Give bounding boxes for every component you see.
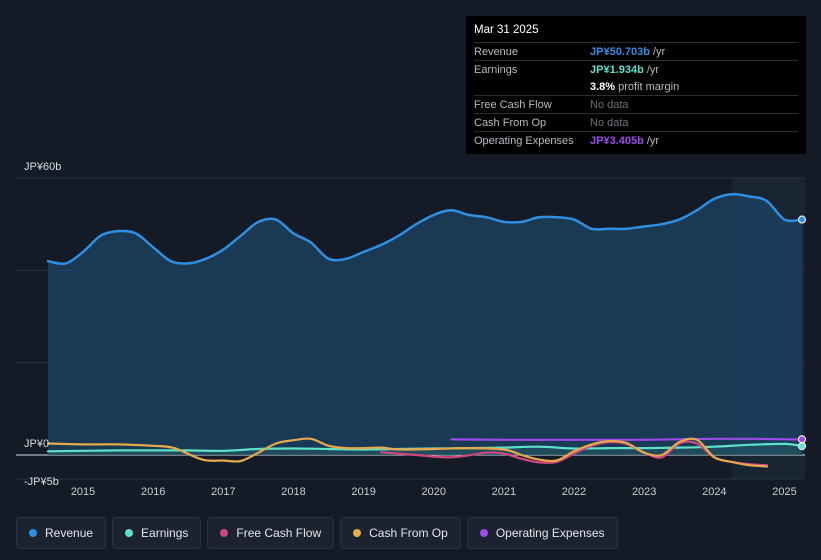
opex-end-point — [798, 435, 806, 444]
legend-item-revenue[interactable]: Revenue — [16, 517, 107, 549]
x-tick-label: 2021 — [492, 486, 516, 498]
cfo-dot-icon — [353, 529, 362, 537]
tooltip-label: Earnings — [474, 63, 518, 76]
tooltip-value-cfo: No data — [590, 116, 629, 129]
tooltip-label: Free Cash Flow — [474, 98, 552, 111]
revenue-end-point — [798, 215, 806, 224]
legend-item-earnings[interactable]: Earnings — [112, 517, 202, 549]
tooltip-row-cfo: Cash From Op No data — [474, 113, 798, 131]
fcf-dot-icon — [220, 529, 229, 537]
x-tick-label: 2024 — [702, 486, 726, 498]
legend-label: Revenue — [45, 526, 94, 540]
y-tick-label: JP¥60b — [24, 161, 61, 173]
legend-item-cfo[interactable]: Cash From Op — [340, 517, 461, 549]
legend: Revenue Earnings Free Cash Flow Cash Fro… — [16, 517, 618, 549]
y-tick-label: JP¥0 — [24, 438, 49, 450]
revenue-area — [48, 194, 802, 455]
earnings-dot-icon — [125, 529, 134, 537]
tooltip-value-opex: JP¥3.405b — [590, 134, 644, 147]
series-layer — [46, 192, 806, 468]
tooltip-row-revenue: Revenue JP¥50.703b /yr — [474, 42, 798, 60]
x-tick-label: 2015 — [71, 486, 95, 498]
chart: 2015 2016 2017 2018 2019 2020 2021 2022 2023 2024… — [16, 161, 806, 498]
tooltip-label: Revenue — [474, 45, 519, 58]
tooltip-value-margin: 3.8% — [590, 80, 616, 93]
tooltip-unit: /yr — [646, 134, 660, 147]
x-tick-label: 2025 — [772, 486, 796, 498]
legend-label: Free Cash Flow — [236, 526, 322, 540]
tooltip-row-margin: 3.8% profit margin — [474, 78, 798, 95]
tooltip-unit: /yr — [652, 45, 666, 58]
opex-dot-icon — [479, 529, 488, 537]
x-tick-label: 2016 — [141, 486, 165, 498]
x-tick-label: 2020 — [422, 486, 446, 498]
tooltip-value-fcf: No data — [590, 98, 629, 111]
earnings-end-point — [798, 442, 806, 451]
tooltip-panel: Mar 31 2025 Revenue JP¥50.703b /yr Earni… — [466, 16, 806, 154]
x-tick-label: 2018 — [281, 486, 305, 498]
legend-label: Operating Expenses — [495, 526, 605, 540]
x-tick-label: 2017 — [211, 486, 235, 498]
legend-label: Cash From Op — [369, 526, 448, 540]
tooltip-label: Operating Expenses — [474, 134, 574, 147]
y-axis: JP¥60b JP¥0 -JP¥5b — [24, 161, 61, 488]
x-tick-label: 2022 — [562, 486, 586, 498]
tooltip-unit: profit margin — [618, 80, 680, 93]
tooltip-row-opex: Operating Expenses JP¥3.405b /yr — [474, 131, 798, 149]
y-tick-label: -JP¥5b — [24, 476, 59, 488]
legend-item-fcf[interactable]: Free Cash Flow — [207, 517, 335, 549]
tooltip-value-revenue: JP¥50.703b — [590, 45, 650, 58]
legend-item-opex[interactable]: Operating Expenses — [466, 517, 618, 549]
tooltip-row-fcf: Free Cash Flow No data — [474, 95, 798, 113]
tooltip-unit: /yr — [646, 63, 660, 76]
cfo-line — [46, 437, 768, 468]
revenue-line — [46, 192, 804, 265]
legend-label: Earnings — [141, 526, 189, 540]
x-tick-label: 2019 — [351, 486, 375, 498]
opex-line — [450, 437, 804, 441]
x-axis: 2015 2016 2017 2018 2019 2020 2021 2022 2023 2024… — [71, 486, 797, 498]
tooltip-value-earnings: JP¥1.934b — [590, 63, 644, 76]
tooltip-row-earnings: Earnings JP¥1.934b /yr — [474, 60, 798, 78]
tooltip-date: Mar 31 2025 — [474, 24, 539, 36]
tooltip-label: Cash From Op — [474, 116, 547, 129]
x-tick-label: 2023 — [632, 486, 656, 498]
revenue-dot-icon — [29, 529, 37, 537]
